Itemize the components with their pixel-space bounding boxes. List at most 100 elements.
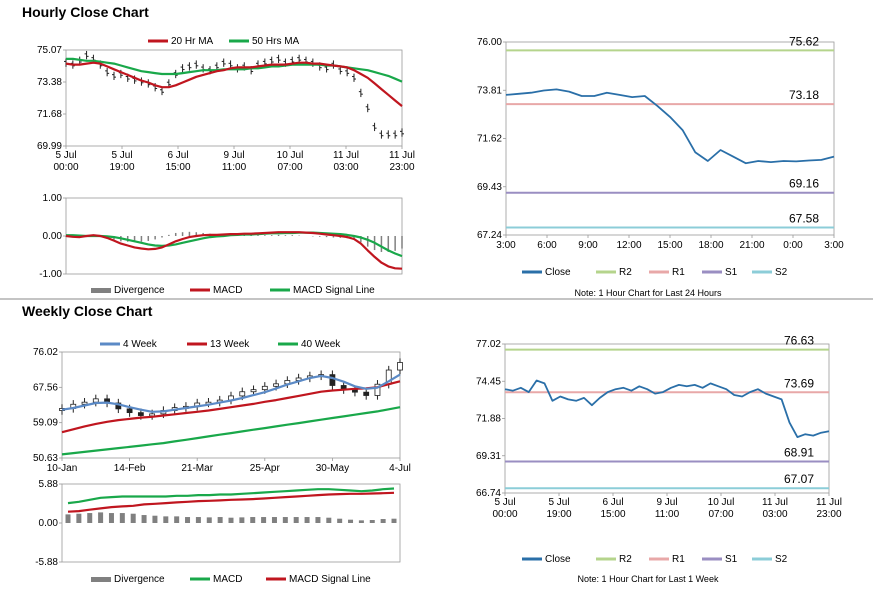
hourly-legend-ma20-label: 20 Hr MA bbox=[171, 36, 214, 47]
weekly-divergence-bar bbox=[239, 517, 245, 523]
hourly-price-x-tick-label: 5 Jul bbox=[55, 150, 76, 161]
weekly-candle-body bbox=[397, 362, 403, 371]
hourly-price-y-tick-label: 71.68 bbox=[37, 109, 62, 120]
weekly-price-y-tick-label: 67.56 bbox=[33, 382, 58, 393]
weekly-levels-y-tick-label: 77.02 bbox=[476, 339, 501, 350]
weekly-section-title: Weekly Close Chart bbox=[22, 303, 153, 319]
weekly-levels-legend-r1-label: R1 bbox=[672, 554, 685, 565]
weekly-divergence-bar bbox=[391, 518, 397, 523]
weekly-divergence-bar bbox=[195, 517, 201, 523]
hourly-levels-close-line bbox=[505, 88, 835, 165]
hourly-levels-level-r2-value: 75.62 bbox=[789, 34, 819, 48]
weekly-divergence-bar bbox=[108, 513, 114, 523]
weekly-levels-x-tick-label: 11 Jul bbox=[816, 497, 842, 508]
weekly-levels-x-tick-label: 6 Jul bbox=[602, 497, 623, 508]
hourly-macd-y-tick-label: 0.00 bbox=[43, 231, 63, 242]
hourly-macd-y-tick-label: -1.00 bbox=[39, 269, 62, 280]
hourly-levels-x-tick-label: 18:00 bbox=[698, 240, 723, 251]
weekly-levels-note: Note: 1 Hour Chart for Last 1 Week bbox=[578, 574, 719, 584]
weekly-candle-body bbox=[81, 401, 88, 405]
weekly-legend-4wk-label: 4 Week bbox=[123, 339, 158, 350]
hourly-price-y-tick-label: 73.38 bbox=[37, 77, 62, 88]
hourly-price-x-tick-label: 19:00 bbox=[109, 162, 134, 173]
weekly-legend-macd-label: MACD bbox=[213, 574, 242, 585]
weekly-divergence-bar bbox=[315, 517, 321, 523]
weekly-macd-line bbox=[67, 487, 395, 505]
weekly-divergence-bar bbox=[304, 517, 310, 523]
weekly-price-y-tick-label: 59.09 bbox=[33, 418, 58, 429]
hourly-levels-level-s2-value: 67.58 bbox=[789, 212, 819, 226]
weekly-40wk-line bbox=[61, 406, 401, 456]
hourly-levels-y-tick-label: 71.62 bbox=[477, 134, 502, 145]
weekly-divergence-bar bbox=[326, 517, 332, 523]
weekly-candle-body bbox=[137, 412, 144, 416]
weekly-price-x-tick-label: 21-Mar bbox=[181, 463, 213, 474]
weekly-divergence-bar bbox=[141, 515, 147, 523]
weekly-legend-divergence-label: Divergence bbox=[114, 574, 165, 585]
weekly-candle-body bbox=[239, 391, 246, 397]
hourly-legend-divergence-swatch bbox=[91, 288, 111, 293]
weekly-divergence-bar bbox=[152, 515, 158, 523]
weekly-levels-x-tick-label: 07:00 bbox=[708, 509, 733, 520]
weekly-divergence-bar bbox=[76, 513, 82, 523]
hourly-levels-x-tick-label: 6:00 bbox=[537, 240, 557, 251]
hourly-levels-y-tick-label: 76.00 bbox=[477, 37, 502, 48]
hourly-levels-x-tick-label: 3:00 bbox=[496, 240, 516, 251]
weekly-levels-x-tick-label: 9 Jul bbox=[656, 497, 677, 508]
hourly-levels-x-tick-label: 12:00 bbox=[616, 240, 641, 251]
hourly-price-x-tick-label: 6 Jul bbox=[167, 150, 188, 161]
weekly-divergence-bar bbox=[185, 517, 191, 523]
weekly-macd-signal-line bbox=[67, 491, 395, 513]
hourly-levels-x-tick-label: 3:00 bbox=[824, 240, 844, 251]
hourly-price-x-tick-label: 11 Jul bbox=[333, 150, 359, 161]
hourly-price-x-tick-label: 11 Jul bbox=[389, 150, 415, 161]
weekly-candle-body bbox=[374, 383, 381, 396]
weekly-divergence-bar bbox=[174, 516, 180, 523]
hourly-legend-signal-label: MACD Signal Line bbox=[293, 285, 375, 296]
weekly-levels-x-tick-label: 5 Jul bbox=[548, 497, 569, 508]
weekly-macd-y-tick-label: 0.00 bbox=[39, 518, 59, 529]
weekly-divergence-bar bbox=[380, 519, 386, 523]
weekly-price-y-tick-label: 76.02 bbox=[33, 347, 58, 358]
weekly-price-plot-area bbox=[61, 351, 401, 459]
weekly-levels-y-tick-label: 69.31 bbox=[476, 451, 501, 462]
hourly-price-x-tick-label: 07:00 bbox=[277, 162, 302, 173]
hourly-levels-legend-s2-label: S2 bbox=[775, 267, 788, 278]
hourly-levels-y-tick-label: 67.24 bbox=[477, 230, 502, 241]
hourly-levels-plot-area bbox=[505, 41, 835, 236]
weekly-price-x-tick-label: 4-Jul bbox=[389, 463, 411, 474]
weekly-candle-body bbox=[329, 374, 336, 386]
hourly-macd-signal-line bbox=[66, 231, 403, 258]
weekly-macd-y-tick-label: -5.88 bbox=[35, 557, 58, 568]
weekly-legend-40wk-label: 40 Week bbox=[301, 339, 341, 350]
weekly-legend-divergence-swatch bbox=[91, 577, 111, 582]
weekly-candle-body bbox=[126, 408, 133, 414]
weekly-levels-y-tick-label: 74.45 bbox=[476, 376, 501, 387]
weekly-levels-x-tick-label: 03:00 bbox=[762, 509, 787, 520]
weekly-divergence-bar bbox=[228, 517, 234, 523]
weekly-divergence-bar bbox=[65, 514, 71, 523]
weekly-candle-body bbox=[261, 385, 268, 391]
hourly-price-x-tick-label: 10 Jul bbox=[277, 150, 304, 161]
weekly-price-x-tick-label: 10-Jan bbox=[47, 463, 78, 474]
weekly-levels-close-line bbox=[504, 379, 830, 439]
hourly-levels-x-tick-label: 21:00 bbox=[739, 240, 764, 251]
weekly-divergence-bar bbox=[348, 519, 354, 523]
hourly-levels-note: Note: 1 Hour Chart for Last 24 Hours bbox=[574, 288, 722, 298]
weekly-legend-signal-label: MACD Signal Line bbox=[289, 574, 371, 585]
hourly-macd-y-tick-label: 1.00 bbox=[43, 193, 63, 204]
hourly-legend-macd-label: MACD bbox=[213, 285, 242, 296]
weekly-divergence-bar bbox=[87, 513, 93, 523]
hourly-section-title: Hourly Close Chart bbox=[22, 4, 149, 20]
weekly-divergence-bar bbox=[261, 517, 267, 523]
hourly-price-x-tick-label: 9 Jul bbox=[223, 150, 244, 161]
weekly-levels-x-tick-label: 10 Jul bbox=[708, 497, 735, 508]
hourly-levels-level-r1-value: 73.18 bbox=[789, 88, 819, 102]
weekly-divergence-bar bbox=[163, 516, 169, 523]
weekly-price-x-tick-label: 30-May bbox=[316, 463, 349, 474]
weekly-levels-legend-s1-label: S1 bbox=[725, 554, 738, 565]
weekly-levels-plot-area bbox=[504, 343, 830, 494]
weekly-levels-x-tick-label: 00:00 bbox=[492, 509, 517, 520]
weekly-price-x-tick-label: 25-Apr bbox=[250, 463, 281, 474]
weekly-candle-body bbox=[363, 391, 370, 396]
